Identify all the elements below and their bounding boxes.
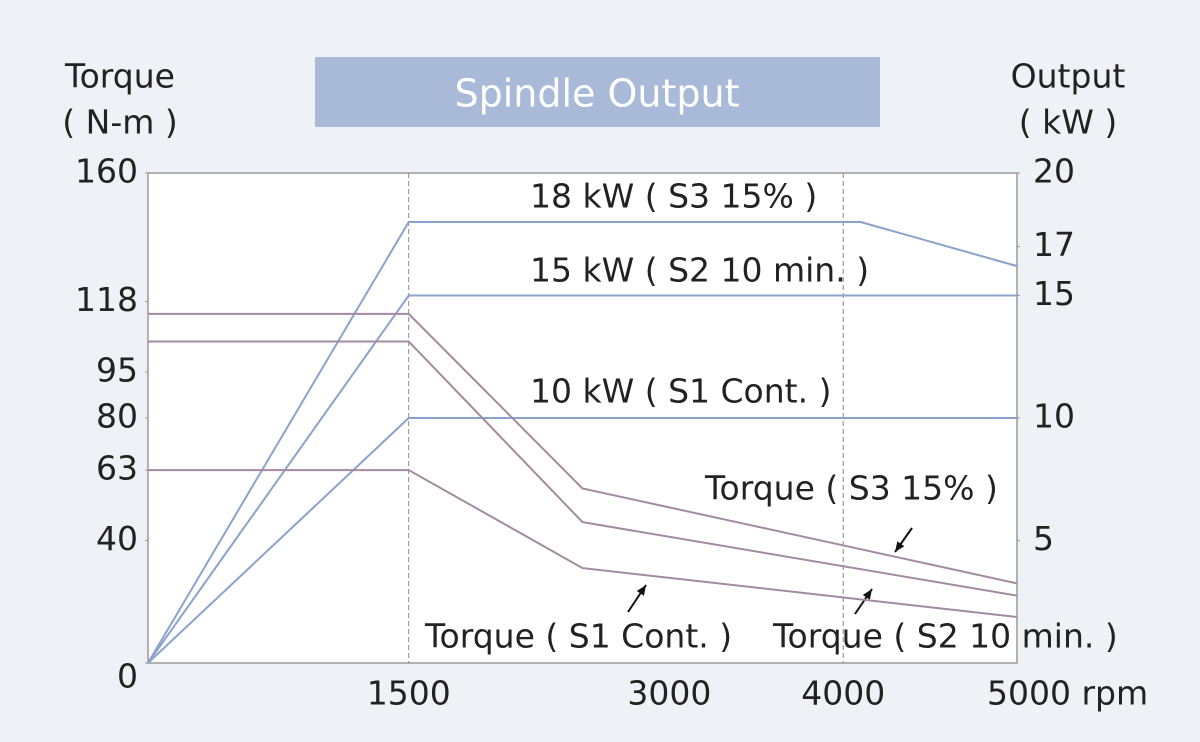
series-line [148, 312, 1018, 585]
y-tick-label: 63 [96, 449, 138, 488]
series-line [148, 340, 1018, 597]
series-label: Torque ( S2 10 min. ) [772, 617, 1118, 656]
y2-tick-label: 15 [1033, 274, 1075, 313]
y-tick-label: 95 [96, 351, 138, 390]
series-line [147, 417, 1017, 664]
series-label: 10 kW ( S1 Cont. ) [530, 372, 831, 411]
y-tick-label: 160 [75, 152, 138, 191]
y-tick-label: 40 [96, 519, 138, 558]
arrow-head [636, 585, 646, 596]
series-label: 18 kW ( S3 15% ) [530, 177, 817, 216]
y-axis-title: Torque [64, 57, 175, 96]
y-axis-title: ( N-m ) [62, 103, 177, 142]
y2-tick-label: 10 [1033, 397, 1075, 436]
series-label: Torque ( S3 15% ) [704, 469, 998, 508]
y2-axis-title: ( kW ) [1019, 103, 1117, 142]
chart-title: Spindle Output [454, 72, 739, 116]
x-tick-label: 1500 [367, 674, 451, 713]
series-label: 15 kW ( S2 10 min. ) [530, 251, 869, 290]
x-tick-label: 5000 rpm [987, 674, 1148, 713]
arrow-head [895, 541, 905, 552]
series-label: Torque ( S1 Cont. ) [424, 617, 732, 656]
series-line [147, 221, 1018, 664]
y2-tick-label: 5 [1033, 519, 1054, 558]
x-tick-label: 3000 [627, 674, 711, 713]
y2-tick-label: 17 [1033, 225, 1075, 264]
x-tick-label: 4000 [801, 674, 885, 713]
y-tick-label: 80 [96, 397, 138, 436]
y-tick-label: 118 [75, 280, 138, 319]
series-line [148, 469, 1018, 619]
arrow-head [862, 589, 872, 600]
y2-axis-title: Output [1011, 57, 1126, 96]
series-line [147, 294, 1017, 664]
y2-tick-label: 20 [1033, 152, 1075, 191]
title-box [315, 57, 880, 127]
y-tick-label: 0 [117, 657, 138, 696]
